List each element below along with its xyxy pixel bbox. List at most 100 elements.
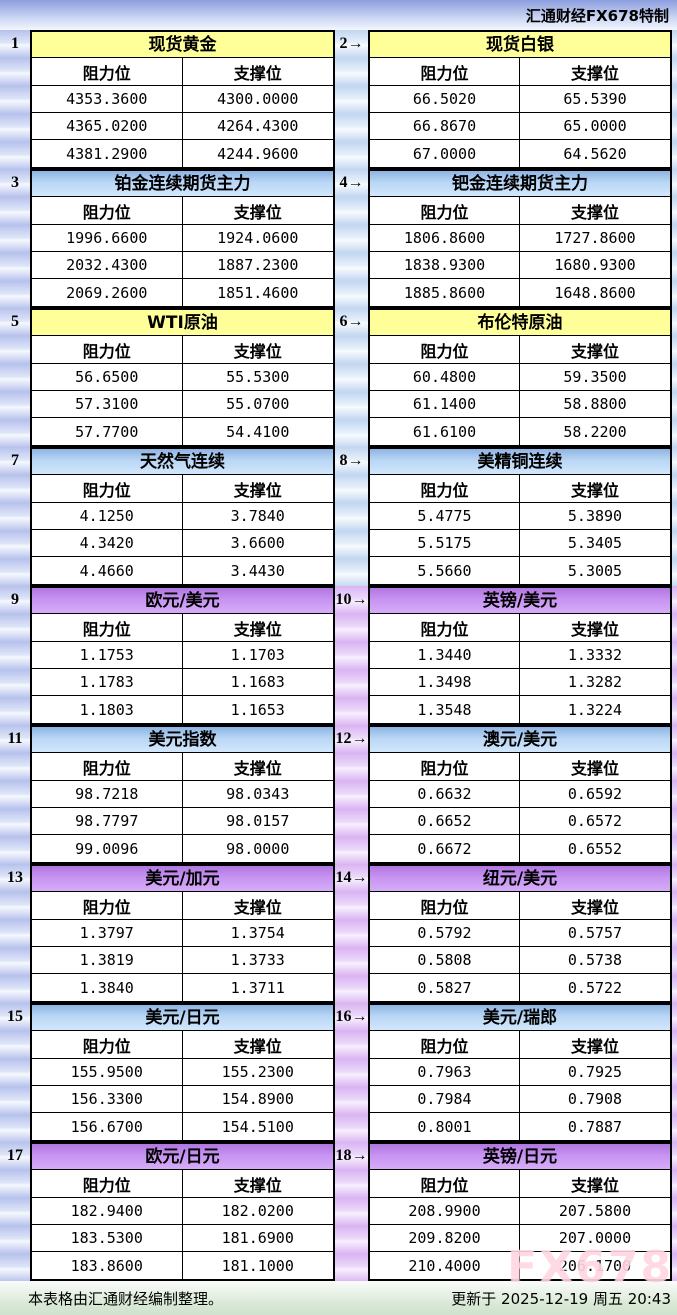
row-number-odd: 11 (7, 729, 23, 747)
resistance-value: 98.7218 (32, 781, 183, 808)
row-number-even-with-arrow: 8→ (339, 451, 364, 469)
top-bar: 汇通财经FX678特制 (0, 0, 677, 30)
col-header-support: 支撑位 (520, 336, 670, 364)
resistance-value: 1.3440 (370, 642, 520, 669)
levels-grid: 阻力位 支撑位 66.5020 65.5390 66.8670 65.0000 … (370, 58, 670, 167)
resistance-value: 1996.6600 (32, 225, 183, 252)
left-gutter: 17 (0, 1142, 30, 1281)
support-value: 1648.8600 (520, 279, 670, 306)
block-row: 9 欧元/美元 阻力位 支撑位 1.1753 1.1703 1.1783 1.1… (0, 586, 677, 725)
instrument-title: 欧元/美元 (32, 588, 333, 614)
middle-gutter: 18→ (335, 1142, 368, 1281)
levels-grid: 阻力位 支撑位 208.9900 207.5800 209.8200 207.0… (370, 1170, 670, 1279)
col-header-resistance: 阻力位 (32, 1031, 183, 1059)
support-value: 1.3332 (520, 642, 670, 669)
block-row: 7 天然气连续 阻力位 支撑位 4.1250 3.7840 4.3420 3.6… (0, 447, 677, 586)
levels-grid: 阻力位 支撑位 98.7218 98.0343 98.7797 98.0157 … (32, 753, 333, 862)
support-value: 0.6572 (520, 808, 670, 835)
block-row: 13 美元/加元 阻力位 支撑位 1.3797 1.3754 1.3819 1.… (0, 864, 677, 1003)
middle-gutter: 8→ (335, 447, 368, 586)
instrument-title: 美精铜连续 (370, 449, 670, 475)
instrument-title: 欧元/日元 (32, 1144, 333, 1170)
row-number-even-with-arrow: 14→ (335, 868, 368, 886)
resistance-value: 0.8001 (370, 1113, 520, 1140)
col-header-resistance: 阻力位 (370, 336, 520, 364)
resistance-value: 182.9400 (32, 1198, 183, 1225)
support-value: 5.3005 (520, 557, 670, 584)
resistance-value: 209.8200 (370, 1225, 520, 1252)
col-header-resistance: 阻力位 (32, 1170, 183, 1198)
resistance-value: 183.8600 (32, 1252, 183, 1279)
col-header-resistance: 阻力位 (370, 1031, 520, 1059)
support-value: 207.5800 (520, 1198, 670, 1225)
middle-gutter: 6→ (335, 308, 368, 447)
left-gutter: 1 (0, 30, 30, 169)
block-row: 1 现货黄金 阻力位 支撑位 4353.3600 4300.0000 4365.… (0, 30, 677, 169)
support-value: 59.3500 (520, 364, 670, 391)
row-number-even-with-arrow: 12→ (335, 729, 368, 747)
instrument-title: 美元/瑞郎 (370, 1005, 670, 1031)
block-row: 15 美元/日元 阻力位 支撑位 155.9500 155.2300 156.3… (0, 1003, 677, 1142)
levels-grid: 阻力位 支撑位 0.6632 0.6592 0.6652 0.6572 0.66… (370, 753, 670, 862)
support-value: 1887.2300 (182, 252, 333, 279)
support-value: 0.6552 (520, 835, 670, 862)
instrument-title: 现货白银 (370, 32, 670, 58)
row-number-odd: 5 (11, 312, 19, 330)
resistance-value: 4381.2900 (32, 140, 183, 167)
brand-text: 汇通财经FX678特制 (525, 6, 669, 25)
support-value: 0.5722 (520, 974, 670, 1001)
resistance-value: 0.6672 (370, 835, 520, 862)
support-value: 1.3224 (520, 696, 670, 723)
support-value: 4264.4300 (182, 113, 333, 140)
support-value: 181.6900 (182, 1225, 333, 1252)
instrument-table: 布伦特原油 阻力位 支撑位 60.4800 59.3500 61.1400 58… (368, 308, 672, 447)
left-gutter: 15 (0, 1003, 30, 1142)
col-header-resistance: 阻力位 (370, 892, 520, 920)
instrument-table: 钯金连续期货主力 阻力位 支撑位 1806.8600 1727.8600 183… (368, 169, 672, 308)
support-value: 0.5757 (520, 920, 670, 947)
resistance-value: 1.3797 (32, 920, 183, 947)
levels-grid: 阻力位 支撑位 56.6500 55.5300 57.3100 55.0700 … (32, 336, 333, 445)
left-gutter: 3 (0, 169, 30, 308)
col-header-support: 支撑位 (520, 475, 670, 503)
resistance-value: 1.3840 (32, 974, 183, 1001)
support-value: 1851.4600 (182, 279, 333, 306)
support-value: 3.6600 (182, 530, 333, 557)
instrument-title: 美元指数 (32, 727, 333, 753)
instrument-table: 现货白银 阻力位 支撑位 66.5020 65.5390 66.8670 65.… (368, 30, 672, 169)
levels-grid: 阻力位 支撑位 182.9400 182.0200 183.5300 181.6… (32, 1170, 333, 1279)
col-header-support: 支撑位 (182, 753, 333, 781)
right-gutter (672, 308, 677, 447)
resistance-value: 67.0000 (370, 140, 520, 167)
support-value: 154.8900 (182, 1086, 333, 1113)
support-value: 1.3754 (182, 920, 333, 947)
resistance-value: 156.6700 (32, 1113, 183, 1140)
support-value: 0.6592 (520, 781, 670, 808)
resistance-value: 0.5792 (370, 920, 520, 947)
resistance-value: 57.3100 (32, 391, 183, 418)
support-value: 98.0000 (182, 835, 333, 862)
levels-grid: 阻力位 支撑位 0.7963 0.7925 0.7984 0.7908 0.80… (370, 1031, 670, 1140)
levels-grid: 阻力位 支撑位 155.9500 155.2300 156.3300 154.8… (32, 1031, 333, 1140)
row-number-even-with-arrow: 4→ (339, 173, 364, 191)
instrument-title: 天然气连续 (32, 449, 333, 475)
instrument-title: 英镑/日元 (370, 1144, 670, 1170)
col-header-support: 支撑位 (182, 1031, 333, 1059)
col-header-support: 支撑位 (520, 753, 670, 781)
col-header-support: 支撑位 (520, 197, 670, 225)
instrument-table: 美元/日元 阻力位 支撑位 155.9500 155.2300 156.3300… (30, 1003, 335, 1142)
resistance-value: 0.6652 (370, 808, 520, 835)
row-number-odd: 1 (11, 34, 19, 52)
support-value: 154.5100 (182, 1113, 333, 1140)
resistance-value: 61.1400 (370, 391, 520, 418)
footer-updated: 更新于 2025-12-19 周五 20:43 (451, 1289, 671, 1308)
left-gutter: 11 (0, 725, 30, 864)
support-value: 65.5390 (520, 86, 670, 113)
col-header-support: 支撑位 (182, 197, 333, 225)
resistance-value: 1.3498 (370, 669, 520, 696)
col-header-resistance: 阻力位 (370, 197, 520, 225)
resistance-value: 0.7963 (370, 1059, 520, 1086)
support-value: 206.1700 (520, 1252, 670, 1279)
col-header-resistance: 阻力位 (370, 753, 520, 781)
